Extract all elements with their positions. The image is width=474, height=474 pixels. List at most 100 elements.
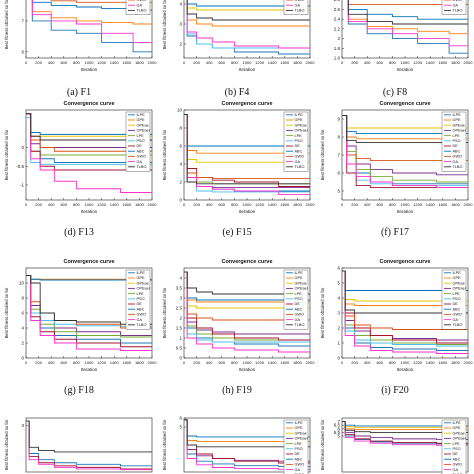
legend-label: TLBO xyxy=(453,165,463,169)
chart-svg-F1: 0 200 400 600 800 1000 1200 1400 1600 1800 2000 Ite… xyxy=(4,0,157,72)
x-axis-label: Iteration xyxy=(81,209,98,214)
legend-label: GPEae xyxy=(137,123,149,127)
series-line-TLBO xyxy=(342,270,468,314)
legend-label: DE xyxy=(137,144,143,148)
chart-svg-row4-mid: 6 5 Best fitness obtained so far ILPEGPEGPE… xyxy=(162,416,311,474)
legend-label: GPEae xyxy=(453,123,465,127)
x-tick-label: 400 xyxy=(206,360,213,365)
caption-F8: (c) F8 xyxy=(382,87,408,98)
chart-title: Convergence curve xyxy=(63,101,114,107)
legend-label: TLBO xyxy=(453,9,463,13)
x-tick-label: 200 xyxy=(35,60,42,65)
x-tick-label: 0 xyxy=(25,202,28,207)
legend-label: PSO xyxy=(453,447,461,451)
series-line-ILPE xyxy=(31,0,152,53)
x-tick-label: 1200 xyxy=(255,60,265,65)
x-tick-label: 0 xyxy=(341,60,344,65)
series-line-PSO xyxy=(184,271,310,343)
legend-label: GPEae xyxy=(137,281,149,285)
legend-label: ABC xyxy=(295,457,303,461)
legend-box xyxy=(125,0,151,15)
y-tick-label: 5 xyxy=(337,281,340,286)
y-tick-label: 2.6 xyxy=(334,7,341,12)
legend-label: GA xyxy=(295,160,301,164)
y-tick-label: 0 xyxy=(179,356,182,361)
chart-panel-F8: 0 200 400 600 800 1000 1200 1400 1600 1800 2000 Ite… xyxy=(316,0,474,82)
legend-label: LPE xyxy=(295,292,303,296)
chart-panel-F19: Convergence curve 0 200 400 600 800 1000 1200 14… xyxy=(158,252,316,382)
legend-label: GPE xyxy=(295,276,303,280)
legend-label: GPE xyxy=(295,426,303,430)
series-line-GA xyxy=(184,114,310,196)
x-tick-label: 800 xyxy=(231,360,238,365)
chart-panel-F4: 0 200 400 600 800 1000 1200 1400 1600 1800 2000 Ite… xyxy=(158,0,316,82)
legend-label: GWO xyxy=(453,313,463,317)
series-line-TLBO xyxy=(26,113,152,141)
legend-label: LPE xyxy=(453,292,461,296)
legend-label: TLBO xyxy=(453,323,463,327)
x-tick-label: 2000 xyxy=(306,60,316,65)
y-tick-label: 0 xyxy=(21,356,24,361)
x-axis-label: Iteration xyxy=(81,67,98,72)
y-tick-label: 3 xyxy=(179,296,182,301)
legend-label: LPE xyxy=(453,442,461,446)
series-line-GWO xyxy=(50,0,152,3)
legend-label: DE xyxy=(137,302,143,306)
x-tick-label: 2000 xyxy=(148,202,158,207)
x-tick-label: 1600 xyxy=(280,202,290,207)
legend-label: GA xyxy=(295,3,301,7)
series-line-GPE xyxy=(347,0,468,35)
series-line-TLBO xyxy=(184,271,310,295)
legend-label: GPE xyxy=(453,276,461,280)
x-tick-label: 600 xyxy=(218,360,225,365)
series-line-GA xyxy=(186,0,310,49)
x-tick-label: 400 xyxy=(364,60,371,65)
series-line-TLBO xyxy=(342,114,468,143)
x-tick-label: 1600 xyxy=(280,360,290,365)
chart-svg-F15: Convergence curve 0 200 400 600 800 1000 1200 14… xyxy=(162,101,315,214)
x-tick-label: 200 xyxy=(193,60,200,65)
chart-panel-F1: 0 200 400 600 800 1000 1200 1400 1600 1800 2000 Ite… xyxy=(0,0,158,82)
legend-label: LPE xyxy=(137,134,145,138)
series-line-PSO xyxy=(186,0,310,49)
legend-label: GA xyxy=(453,160,459,164)
series-line-GA xyxy=(26,113,152,193)
y-tick-label: 2.5 xyxy=(176,306,183,311)
legend-box xyxy=(441,0,467,15)
series-line-DE xyxy=(342,114,468,188)
chart-svg-F4: 0 200 400 600 800 1000 1200 1400 1600 1800 2000 Ite… xyxy=(162,0,316,72)
series-line-ILPE xyxy=(26,420,152,467)
chart-panel-F20: Convergence curve 0 200 400 600 800 1000 1200 14… xyxy=(316,252,474,382)
y-tick-label: 2 xyxy=(21,341,24,346)
chart-svg-F17: Convergence curve 0 200 400 600 800 1000 1200 14… xyxy=(320,101,473,214)
legend-label: GPEae xyxy=(295,281,307,285)
y-tick-label: 0 xyxy=(179,198,182,203)
y-axis-label: Best fitness obtained so far xyxy=(4,287,9,338)
y-tick-label: 7 xyxy=(21,18,24,23)
y-axis-label: Best fitness obtained so far xyxy=(162,129,167,180)
series-line-GA xyxy=(184,419,310,470)
chart-svg-F8: 0 200 400 600 800 1000 1200 1400 1600 1800 2000 Ite… xyxy=(334,0,473,72)
x-tick-label: 1200 xyxy=(413,202,423,207)
caption-F15: (e) F15 xyxy=(222,227,252,238)
y-tick-label: 2 xyxy=(179,316,182,321)
legend-label: GWO xyxy=(137,313,147,317)
x-axis-label: Iteration xyxy=(397,367,414,372)
plot-area xyxy=(25,417,153,473)
x-tick-label: 1000 xyxy=(401,60,411,65)
legend-label: GWO xyxy=(453,0,463,2)
y-axis-label: Best fitness obtained so far xyxy=(162,419,167,470)
y-tick-label: 6 xyxy=(21,311,24,316)
y-tick-label: 2.8 xyxy=(334,0,341,2)
x-tick-label: 800 xyxy=(389,360,396,365)
x-tick-label: 1600 xyxy=(438,202,448,207)
x-tick-label: 1600 xyxy=(438,360,448,365)
x-tick-label: 800 xyxy=(389,60,396,65)
chart-panel-row4-right: 7 6.5 6 5.5 5 Best fitness obtained so far ILP… xyxy=(316,410,474,474)
series-line-DE xyxy=(184,271,310,341)
y-tick-label: 0.5 xyxy=(176,346,183,351)
legend-label: ABC xyxy=(453,307,461,311)
x-tick-label: 800 xyxy=(231,60,238,65)
series-line-GWO xyxy=(184,271,310,321)
